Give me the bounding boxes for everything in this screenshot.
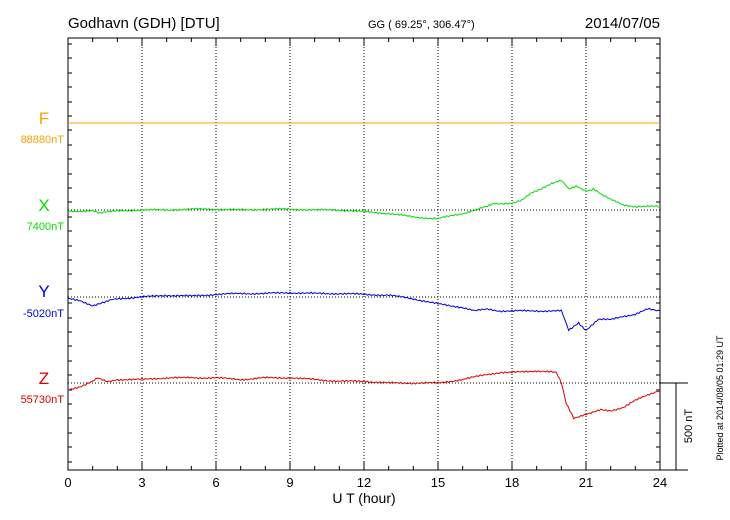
x-tick-label-6: 6 — [212, 475, 219, 490]
baselines — [68, 122, 688, 384]
x-tick-label-18: 18 — [505, 475, 519, 490]
x-tick-label-24: 24 — [653, 475, 667, 490]
series-name-X: X — [38, 196, 49, 215]
station-title: Godhavn (GDH) [DTU] — [68, 15, 220, 32]
plot-date: 2014/07/05 — [585, 15, 660, 32]
series-name-Z: Z — [39, 369, 49, 388]
series-baseline-F: 88880nT — [21, 134, 65, 146]
series-lines — [67, 122, 661, 420]
plotted-timestamp: Plotted at 2014/08/05 01:29 UT — [715, 335, 725, 461]
x-tick-labels: 0 3 6 9 12 15 18 21 24 — [64, 475, 667, 490]
series-name-Y: Y — [38, 282, 49, 301]
scale-bar: 500 nT — [660, 382, 695, 471]
scale-bar-label: 500 nT — [683, 409, 695, 444]
x-tick-label-0: 0 — [64, 475, 71, 490]
series-name-F: F — [39, 109, 49, 128]
x-tick-label-21: 21 — [579, 475, 593, 490]
series-line-X — [67, 179, 661, 220]
series-baseline-Z: 55730nT — [21, 394, 65, 406]
x-tick-label-9: 9 — [286, 475, 293, 490]
axis-ticks — [67, 38, 661, 470]
series-baseline-Y: -5020nT — [23, 308, 64, 320]
series-labels: F 88880nT X 7400nT Y -5020nT Z 55730nT — [21, 109, 65, 406]
x-tick-label-15: 15 — [431, 475, 445, 490]
station-coords: GG ( 69.25°, 306.47°) — [368, 19, 475, 31]
x-axis-label: U T (hour) — [332, 490, 395, 506]
series-baseline-X: 7400nT — [27, 221, 65, 233]
x-tick-label-12: 12 — [357, 475, 371, 490]
series-line-Z — [67, 370, 661, 420]
series-line-Y — [67, 291, 661, 332]
grid-lines — [141, 38, 587, 470]
x-tick-label-3: 3 — [138, 475, 145, 490]
